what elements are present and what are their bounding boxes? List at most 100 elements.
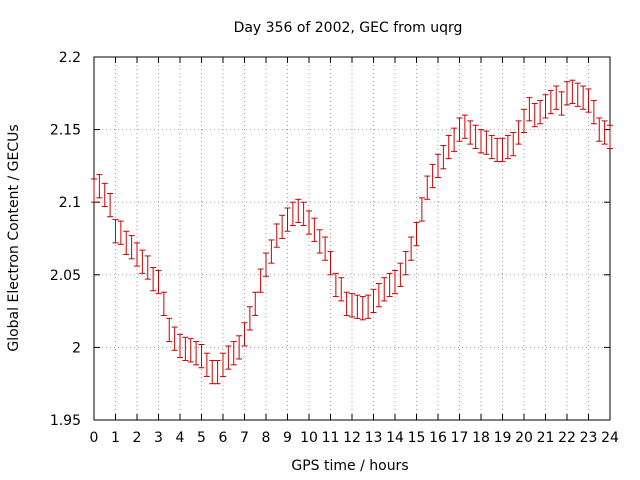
data-point (107, 192, 114, 218)
y-tick-label: 2.15 (50, 123, 81, 139)
x-tick-label: 7 (240, 430, 249, 446)
data-point (569, 79, 576, 104)
data-point (510, 132, 517, 157)
error-bars (91, 79, 613, 385)
data-point (177, 333, 183, 359)
x-tick-label: 18 (472, 430, 490, 446)
data-point (456, 117, 463, 142)
y-tick-label: 2.2 (59, 50, 81, 66)
data-point (182, 336, 189, 361)
data-point (499, 137, 506, 163)
data-point (451, 127, 458, 152)
data-point (284, 207, 291, 232)
y-tick-labels: 1.95 2 2.05 2.1 2.15 2.2 (50, 50, 81, 429)
data-point (214, 359, 221, 385)
data-point (300, 201, 307, 226)
data-point (601, 120, 608, 145)
grid (94, 57, 610, 420)
data-point (402, 251, 409, 276)
y-tick-label: 2 (72, 340, 81, 356)
x-tick-label: 20 (515, 430, 533, 446)
x-tick-label: 15 (408, 430, 426, 446)
data-point (220, 352, 226, 377)
data-point (96, 174, 103, 199)
data-point (193, 341, 200, 366)
data-point (521, 108, 527, 134)
data-point (236, 335, 243, 360)
data-point (128, 235, 135, 260)
x-tick-label: 1 (111, 430, 120, 446)
data-point (574, 82, 581, 107)
data-point (558, 91, 565, 116)
data-point (397, 262, 404, 287)
x-tick-label: 21 (537, 430, 555, 446)
data-point (354, 294, 361, 319)
x-tick-label: 14 (386, 430, 404, 446)
x-tick-label: 13 (365, 430, 383, 446)
x-tick-label: 17 (451, 430, 469, 446)
data-point (386, 272, 393, 298)
tick-marks (93, 56, 611, 421)
data-point (117, 220, 124, 245)
data-point (424, 175, 431, 200)
data-point (349, 293, 355, 318)
data-point (155, 269, 162, 295)
data-point (488, 134, 495, 160)
x-tick-label: 24 (601, 430, 619, 446)
data-point (408, 236, 415, 261)
data-point (171, 326, 178, 351)
x-tick-label: 6 (219, 430, 228, 446)
data-point (553, 85, 560, 110)
data-point (381, 277, 388, 302)
data-point (273, 223, 280, 248)
data-point (375, 283, 382, 308)
data-point (257, 268, 264, 293)
data-point (494, 137, 501, 163)
data-point (322, 236, 329, 261)
data-point (306, 210, 312, 235)
data-point (472, 124, 479, 149)
x-tick-labels: 0 1 2 3 4 5 6 7 8 9 10 11 12 13 14 15 16 17 18 19 20 21 22 23 24 (90, 430, 619, 446)
data-point (263, 252, 269, 277)
data-point (279, 214, 286, 239)
data-point (526, 97, 533, 122)
data-point (252, 291, 259, 316)
data-point (580, 85, 587, 110)
data-point (203, 352, 210, 377)
data-point (515, 120, 522, 145)
data-point (467, 120, 474, 145)
data-point (537, 100, 544, 125)
y-axis-label: Global Electron Content / GECUs (6, 124, 22, 351)
data-point (547, 89, 554, 115)
data-point (246, 306, 253, 331)
data-point (343, 291, 350, 316)
data-point (564, 81, 570, 106)
x-tick-label: 2 (133, 430, 142, 446)
x-tick-label: 8 (262, 430, 271, 446)
data-point (187, 338, 194, 363)
x-tick-label: 4 (176, 430, 185, 446)
y-tick-label: 2.05 (50, 268, 81, 284)
data-point (295, 198, 302, 224)
x-tick-label: 3 (154, 430, 163, 446)
data-point (429, 163, 436, 189)
data-point (370, 288, 377, 314)
x-tick-label: 10 (300, 430, 318, 446)
data-point (134, 242, 140, 267)
data-point (91, 178, 97, 203)
data-point (268, 239, 275, 264)
y-tick-label: 1.95 (50, 413, 81, 429)
data-point (418, 197, 425, 222)
data-point (327, 251, 334, 276)
data-point (590, 100, 597, 125)
data-point (585, 88, 592, 113)
x-tick-label: 11 (322, 430, 340, 446)
data-point (504, 134, 511, 160)
data-point (435, 153, 441, 179)
x-tick-label: 9 (283, 430, 292, 446)
y-tick-label: 2.1 (59, 195, 81, 211)
data-point (365, 294, 372, 319)
x-tick-label: 5 (197, 430, 206, 446)
data-point (542, 94, 549, 119)
